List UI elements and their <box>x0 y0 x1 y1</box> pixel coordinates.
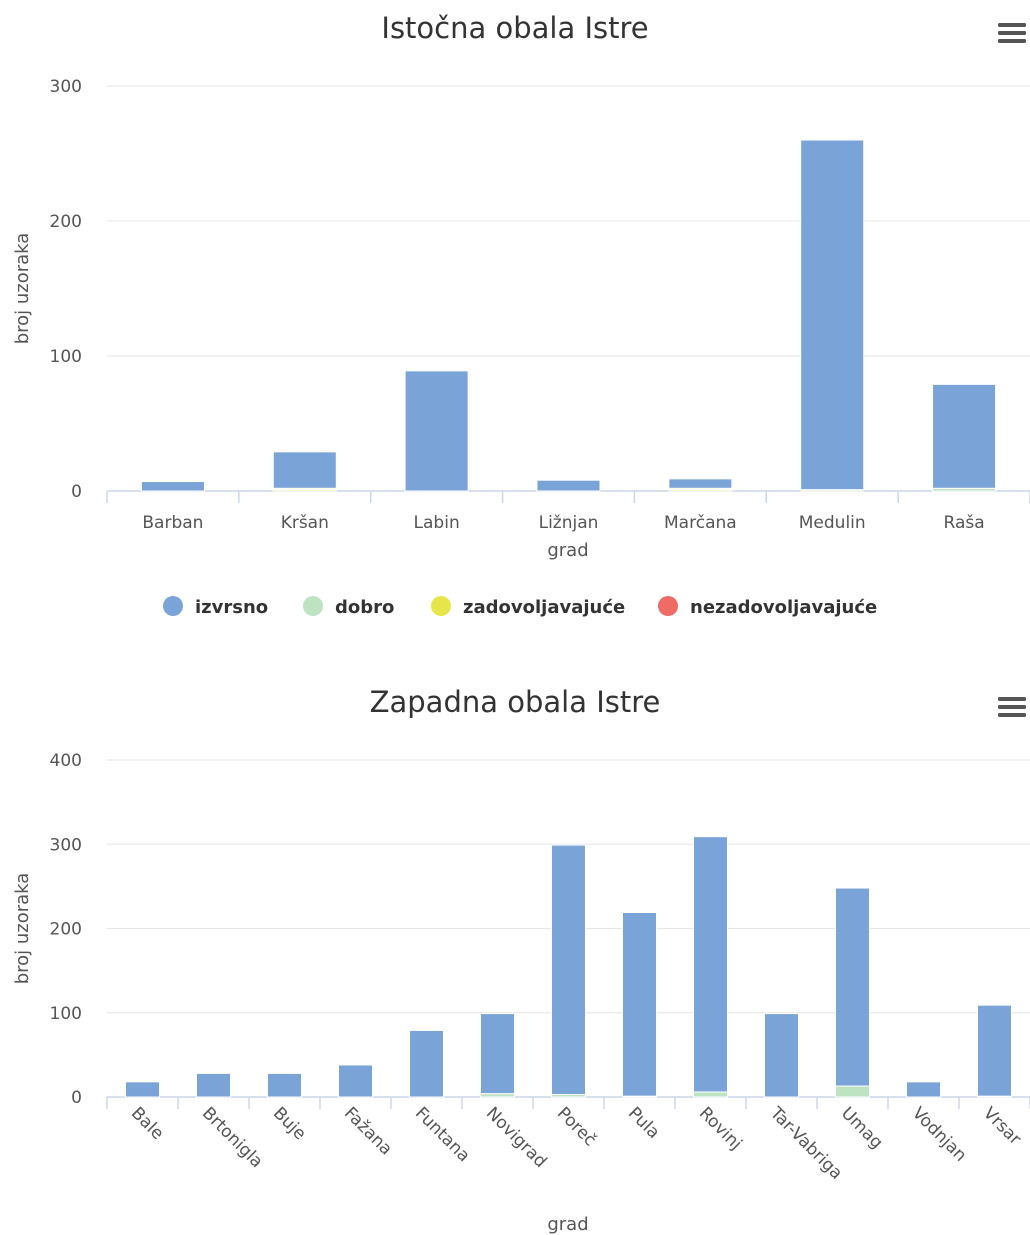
y-tick-label: 0 <box>71 1088 82 1108</box>
bar-Labin-izvrsno[interactable] <box>404 370 469 492</box>
legend-item-2[interactable]: zadovoljavajuće <box>431 596 625 618</box>
bar-Novigrad-izvrsno[interactable] <box>480 1013 515 1095</box>
x-tick-label: Kršan <box>281 513 329 533</box>
chart-istocna-obala: Istočna obala Istre 0 100 200 300 Barban Kršan… <box>12 11 1030 618</box>
bar-Umag-izvrsno[interactable] <box>835 887 870 1087</box>
bar-Poreč-izvrsno[interactable] <box>551 844 586 1095</box>
legend-label: dobro <box>335 597 394 618</box>
bar-Tar-Vabriga-izvrsno[interactable] <box>764 1013 799 1098</box>
y-tick-label: 300 <box>50 77 82 97</box>
bar-Vrsar-izvrsno[interactable] <box>977 1004 1012 1097</box>
legend-marker <box>658 596 678 616</box>
x-tick-label: Poreč <box>553 1103 600 1150</box>
y-tick-label: 200 <box>50 212 82 232</box>
menu-icon-line <box>998 39 1026 43</box>
x-tick-label: Vrsar <box>979 1103 1025 1149</box>
x-tick-label: Brtonigla <box>198 1103 267 1172</box>
x-tick-label: Marčana <box>664 513 737 533</box>
x-tick-label: Tar-Vabriga <box>765 1103 846 1184</box>
chart-title: Zapadna obala Istre <box>370 685 661 719</box>
chart-svg: Istočna obala Istre 0 100 200 300 Barban Kršan… <box>12 11 1030 618</box>
bar-Pula-izvrsno[interactable] <box>622 911 657 1097</box>
x-tick-label: Pula <box>624 1103 664 1143</box>
x-axis-title: grad <box>547 1214 588 1235</box>
chart-zapadna-obala: Zapadna obala Istre 0 100 200 300 400 Bale Brto… <box>0 672 1030 1235</box>
bar-Bale-izvrsno[interactable] <box>125 1081 160 1098</box>
x-tick-label: Umag <box>837 1103 887 1153</box>
bar-Marčana-izvrsno[interactable] <box>668 478 733 489</box>
legend-item-3[interactable]: nezadovoljavajuće <box>658 596 877 618</box>
chart-svg: Zapadna obala Istre 0 100 200 300 400 Bale Brto… <box>12 685 1030 1235</box>
legend-marker <box>303 596 323 616</box>
x-tick-label: Barban <box>142 513 203 533</box>
legend-item-1[interactable]: dobro <box>303 596 394 618</box>
y-tick-label: 0 <box>71 482 82 502</box>
x-tick-label: Buje <box>269 1103 310 1144</box>
bar-Rovinj-dobro[interactable] <box>693 1091 728 1098</box>
menu-icon-line <box>998 713 1026 717</box>
y-tick-label: 100 <box>50 347 82 367</box>
y-axis-title: broj uzoraka <box>12 873 33 985</box>
y-tick-label: 100 <box>50 1004 82 1024</box>
bar-Funtana-izvrsno[interactable] <box>409 1029 444 1098</box>
menu-icon-line <box>998 705 1026 709</box>
bar-Fažana-izvrsno[interactable] <box>338 1064 373 1098</box>
legend-item-0[interactable]: izvrsno <box>163 596 268 618</box>
bar-Medulin-izvrsno[interactable] <box>800 139 865 491</box>
y-tick-label: 200 <box>50 920 82 940</box>
x-tick-label: Medulin <box>799 513 866 533</box>
bar-Kršan-izvrsno[interactable] <box>272 451 337 489</box>
legend-label: izvrsno <box>195 597 268 618</box>
legend-label: zadovoljavajuće <box>463 597 625 618</box>
x-tick-label: Novigrad <box>482 1103 551 1172</box>
bar-Raša-izvrsno[interactable] <box>932 383 997 489</box>
x-tick-label: Rovinj <box>695 1103 746 1154</box>
x-tick-label: Fažana <box>340 1103 396 1159</box>
bar-Rovinj-izvrsno[interactable] <box>693 836 728 1093</box>
y-axis-title: broj uzoraka <box>12 233 33 345</box>
x-tick-label: Bale <box>127 1103 167 1143</box>
y-tick-label: 300 <box>50 835 82 855</box>
y-tick-label: 400 <box>50 751 82 771</box>
x-tick-label: Funtana <box>411 1103 474 1166</box>
x-tick-label: Labin <box>414 513 460 533</box>
bar-Novigrad-dobro[interactable] <box>480 1093 515 1098</box>
hamburger-menu-icon[interactable] <box>998 23 1026 43</box>
chart-title: Istočna obala Istre <box>381 11 648 45</box>
legend-marker <box>431 596 451 616</box>
x-axis-title: grad <box>547 540 588 561</box>
bar-Umag-dobro[interactable] <box>835 1085 870 1098</box>
bar-Vodnjan-izvrsno[interactable] <box>906 1081 941 1098</box>
bar-Buje-izvrsno[interactable] <box>267 1072 302 1098</box>
bar-Brtonigla-izvrsno[interactable] <box>196 1072 231 1098</box>
menu-icon-line <box>998 31 1026 35</box>
bar-Ližnjan-izvrsno[interactable] <box>536 479 601 492</box>
x-tick-label: Ližnjan <box>539 513 599 533</box>
hamburger-menu-icon[interactable] <box>998 697 1026 717</box>
x-tick-label: Raša <box>944 513 985 533</box>
menu-icon-line <box>998 23 1026 27</box>
legend-marker <box>163 596 183 616</box>
bar-Barban-izvrsno[interactable] <box>140 481 205 492</box>
legend-label: nezadovoljavajuće <box>690 597 877 618</box>
menu-icon-line <box>998 697 1026 701</box>
x-tick-label: Vodnjan <box>908 1103 970 1165</box>
